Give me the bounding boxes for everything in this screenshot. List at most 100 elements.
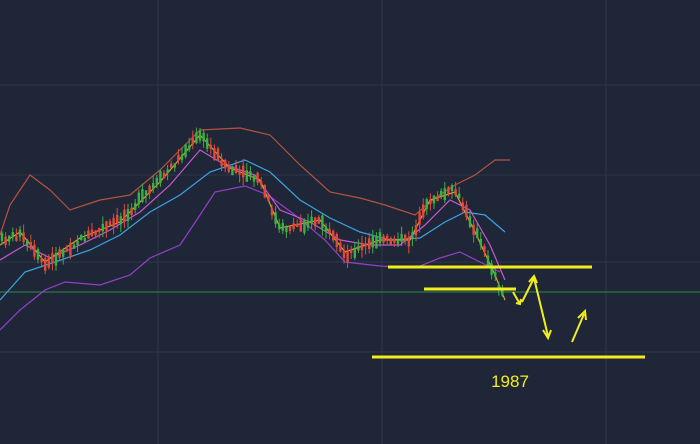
candle-body xyxy=(22,232,25,243)
candle-body xyxy=(263,184,266,198)
candle-body xyxy=(231,166,234,176)
candle-body xyxy=(353,249,356,259)
candle-body xyxy=(418,211,421,225)
candle-body xyxy=(450,185,454,192)
candle-body xyxy=(177,154,180,161)
candle-body xyxy=(296,223,299,228)
candle-body xyxy=(76,240,79,246)
candle-body xyxy=(238,170,241,175)
candle-body xyxy=(479,238,482,246)
candle-body xyxy=(144,190,148,196)
candle-body xyxy=(216,148,220,161)
candle-body xyxy=(494,271,497,277)
candle-body xyxy=(386,235,389,241)
moving-average-mid xyxy=(0,149,506,281)
candle-body xyxy=(8,235,11,242)
candle-body xyxy=(454,188,457,196)
candle-body xyxy=(317,217,320,224)
candle-body xyxy=(123,209,126,222)
candle-body xyxy=(490,263,493,275)
candle-body xyxy=(242,165,245,178)
candle-body xyxy=(62,249,65,257)
candle-body xyxy=(252,175,256,182)
candle-body xyxy=(98,227,101,232)
candle-body xyxy=(335,234,338,248)
candle-body xyxy=(180,154,184,161)
candle-body xyxy=(44,258,47,271)
candle-body xyxy=(278,223,281,230)
candle-body xyxy=(274,212,277,225)
candle-body xyxy=(414,225,418,236)
candle-body xyxy=(195,132,198,144)
candle-body xyxy=(447,187,450,194)
candle-body xyxy=(425,199,428,209)
candle-body xyxy=(162,172,166,179)
annotation-label: 1987 xyxy=(491,372,529,391)
support-lines xyxy=(372,265,645,359)
candle-body xyxy=(324,226,328,232)
candle-body xyxy=(443,188,446,201)
candle-body xyxy=(407,236,410,247)
candle-body xyxy=(461,202,464,210)
candle-body xyxy=(378,232,382,244)
candle-body xyxy=(382,235,385,243)
candle-body xyxy=(346,249,349,263)
projection-arrows xyxy=(512,274,587,343)
candle-body xyxy=(134,203,137,210)
candle-body xyxy=(389,237,392,245)
candle-body xyxy=(404,234,407,241)
candle-body xyxy=(299,220,302,232)
candle-body xyxy=(270,208,274,216)
candle-body xyxy=(350,249,353,253)
candle-body xyxy=(476,228,479,238)
candle-body xyxy=(393,238,396,243)
candle-body xyxy=(360,243,364,251)
candle-body xyxy=(94,230,97,236)
candle-body xyxy=(87,230,90,239)
candle-body xyxy=(148,185,151,194)
candle-body xyxy=(58,249,61,258)
candle-body xyxy=(422,204,425,218)
candle-body xyxy=(202,132,205,142)
candle-body xyxy=(105,221,108,231)
candle-body xyxy=(155,177,158,185)
candle-body xyxy=(152,182,155,189)
candle-body xyxy=(108,221,112,226)
lower-band xyxy=(0,185,501,331)
candle-body xyxy=(65,248,68,252)
candle-body xyxy=(285,226,288,233)
candle-body xyxy=(90,229,94,237)
candle-body xyxy=(303,220,306,233)
candle-body xyxy=(170,163,173,168)
candle-body xyxy=(220,159,223,167)
candle-body xyxy=(342,250,346,258)
candle-body xyxy=(314,217,317,227)
candle-body xyxy=(191,137,194,145)
candle-body xyxy=(116,214,119,224)
candle-body xyxy=(112,217,115,227)
candle-body xyxy=(188,145,191,150)
candle-body xyxy=(83,237,86,242)
candle-body xyxy=(440,190,443,196)
candle-body xyxy=(36,249,40,260)
candle-body xyxy=(486,255,490,266)
candle-body xyxy=(328,228,331,233)
candle-body xyxy=(80,234,83,241)
candle-body xyxy=(411,232,414,239)
candle-body xyxy=(159,171,162,184)
candle-body xyxy=(26,239,29,246)
candle-body xyxy=(396,240,400,244)
candle-body xyxy=(245,170,248,182)
candle-body xyxy=(173,163,176,168)
candle-body xyxy=(465,204,468,218)
candle-body xyxy=(472,224,475,235)
candle-body xyxy=(227,165,230,172)
candle-body xyxy=(198,130,202,141)
candle-body xyxy=(234,165,238,173)
candle-body xyxy=(54,252,58,266)
candle-body xyxy=(33,244,36,257)
candle-body xyxy=(209,144,212,149)
candle-body xyxy=(339,242,342,252)
candle-body xyxy=(11,232,14,238)
